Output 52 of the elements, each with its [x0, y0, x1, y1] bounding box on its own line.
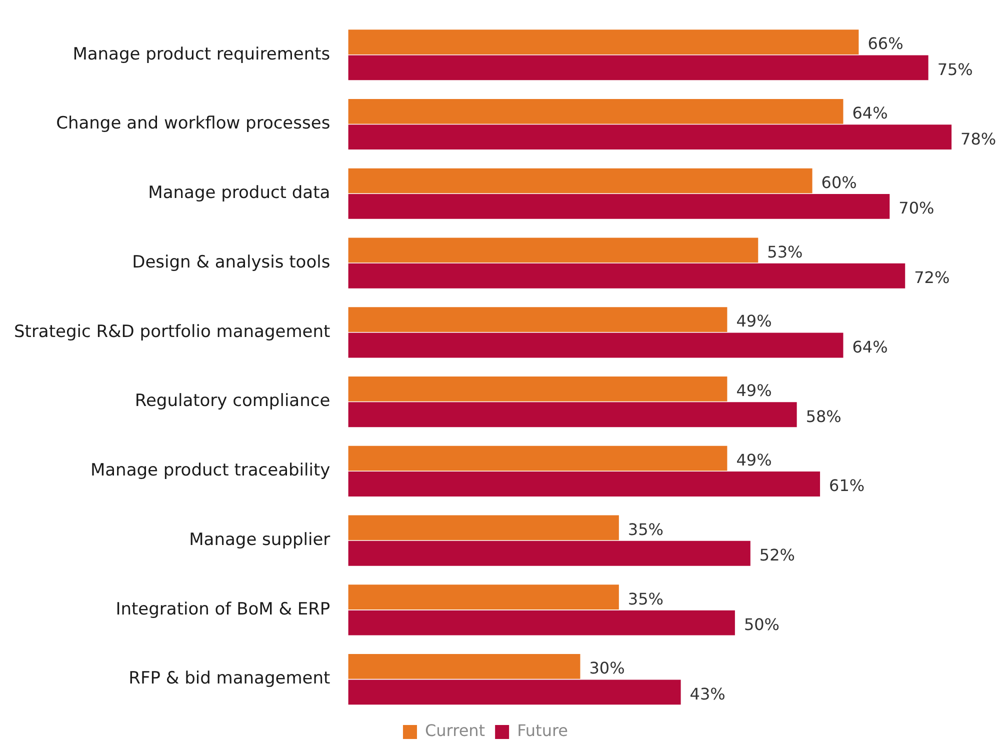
bar: [348, 515, 619, 540]
bar: [348, 610, 735, 636]
data-label: 78%: [960, 129, 996, 148]
data-label: 58%: [806, 406, 842, 426]
data-label: 66%: [868, 34, 904, 54]
bar: [348, 168, 812, 194]
bar: [348, 654, 580, 679]
y-tick-label: Design & analysis tools: [132, 252, 330, 272]
data-label: 50%: [744, 614, 780, 634]
data-label: 75%: [937, 60, 973, 79]
data-label: 61%: [829, 476, 865, 496]
y-tick-label: Manage product data: [148, 183, 330, 204]
data-label: 30%: [589, 658, 625, 678]
data-label: 64%: [852, 337, 888, 356]
bar: [348, 332, 844, 358]
y-tick-label: Integration of BoM & ERP: [116, 599, 330, 620]
bar: [348, 472, 820, 496]
y-tick-label: Change and workflow processes: [56, 114, 330, 134]
bar: [348, 194, 890, 219]
bar: [348, 55, 928, 80]
y-tick-label: Strategic R&D portfolio management: [14, 322, 330, 342]
data-label: 64%: [852, 104, 888, 123]
bar: [348, 680, 681, 705]
legend-label: Future: [517, 721, 568, 740]
bar: [348, 584, 619, 610]
bar: [348, 402, 797, 428]
data-label: 49%: [736, 381, 772, 400]
legend-label: Current: [424, 721, 486, 740]
bar: [348, 124, 952, 150]
data-label: 53%: [767, 242, 803, 262]
y-tick-label: RFP & bid management: [128, 668, 331, 689]
data-label: 43%: [690, 684, 726, 704]
y-tick-label: Regulatory compliance: [134, 391, 330, 412]
bar: [348, 30, 859, 55]
bar: [348, 238, 758, 263]
y-tick-label: Manage product requirements: [72, 44, 330, 64]
data-label: 52%: [759, 546, 795, 565]
bar: [348, 98, 844, 124]
data-label: 70%: [898, 198, 934, 218]
data-label: 72%: [914, 268, 950, 288]
data-label: 49%: [736, 450, 772, 470]
data-label: 60%: [821, 172, 857, 192]
y-tick-label: Manage supplier: [189, 530, 330, 550]
bar: [348, 307, 728, 332]
bar: [348, 376, 728, 402]
data-label: 49%: [736, 312, 772, 331]
y-tick-label: Manage product traceability: [90, 460, 330, 481]
data-label: 35%: [628, 520, 664, 539]
bar: [348, 446, 728, 471]
bar: [348, 263, 906, 288]
data-label: 35%: [628, 589, 664, 608]
bar: [348, 540, 750, 566]
